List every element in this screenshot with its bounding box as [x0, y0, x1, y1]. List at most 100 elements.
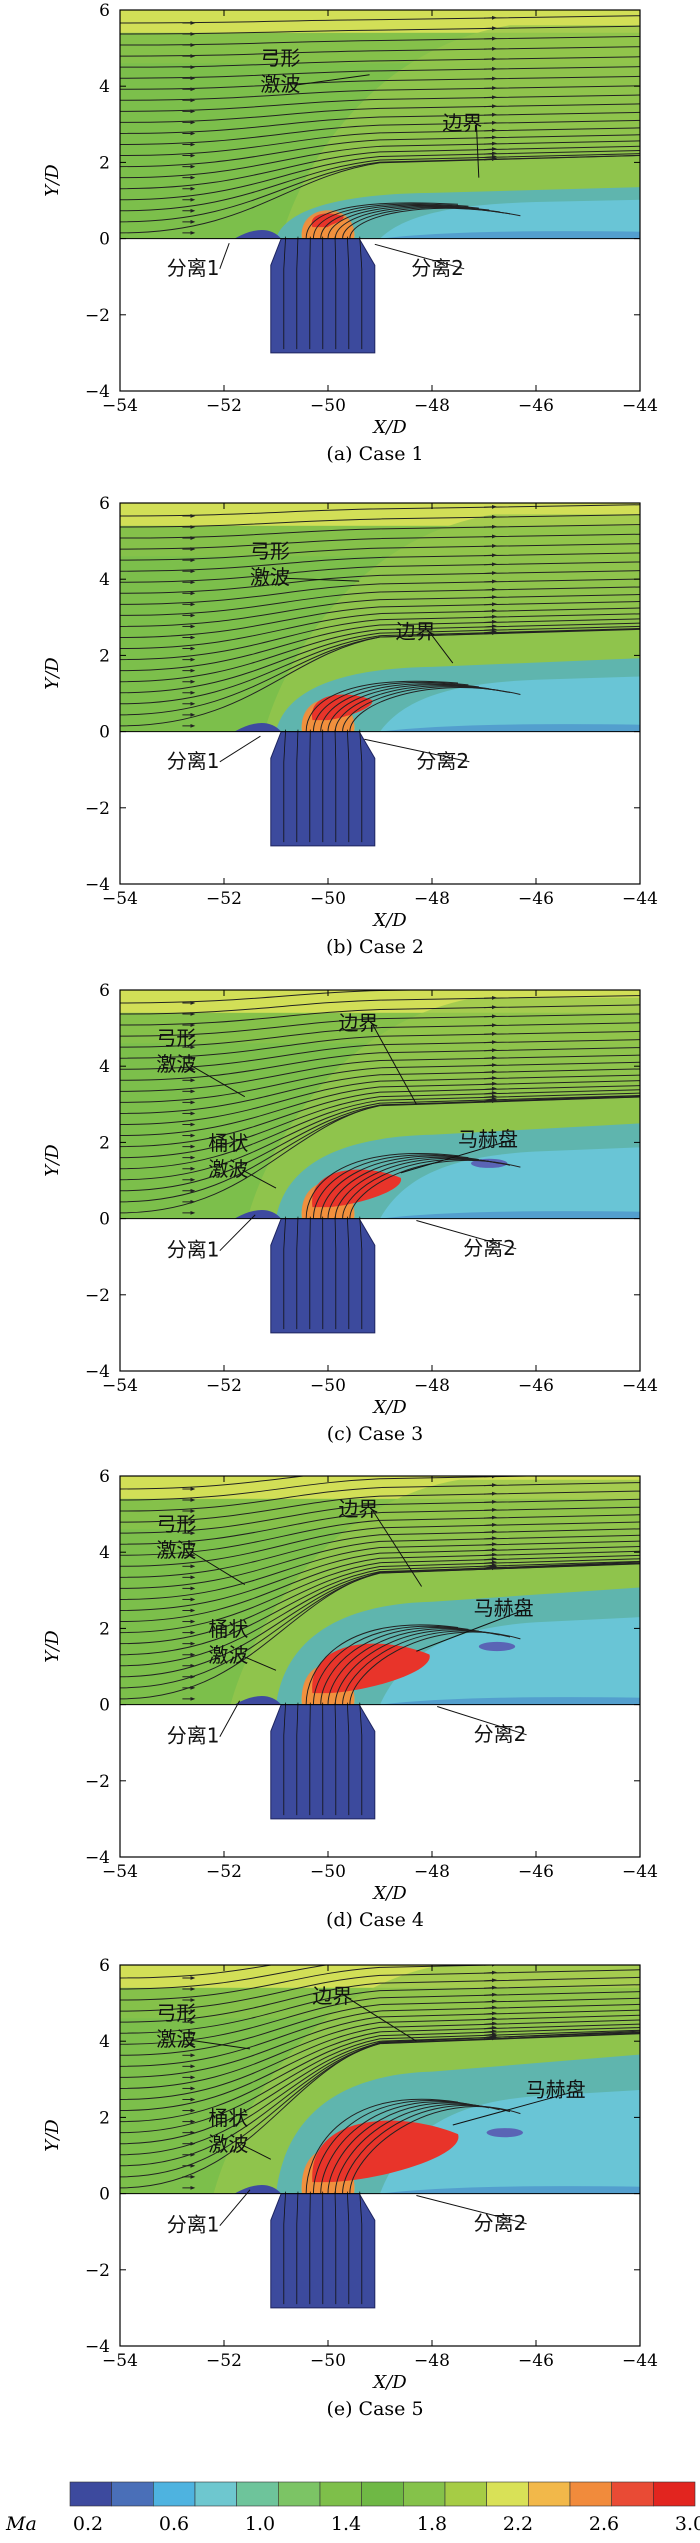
annotation-text: 边界 [442, 111, 482, 135]
y-axis-label: Y/D [42, 1630, 63, 1663]
colorbar-swatch [653, 2481, 696, 2507]
annotation-text: 边界 [396, 619, 436, 643]
colorbar-swatch [153, 2481, 196, 2507]
x-tick-label: −52 [206, 1862, 242, 1882]
x-axis-label: X/D [371, 910, 407, 931]
annotation-sep1: 分离1 [167, 1700, 241, 1748]
colorbar-swatch [194, 2481, 237, 2507]
colorbar-tick: 2.6 [589, 2513, 619, 2535]
annotation-text: 分离2 [416, 749, 469, 773]
annotation-text: 桶状 [208, 1131, 248, 1155]
y-axis-label: Y/D [42, 164, 63, 197]
y-tick-label: 0 [99, 1210, 110, 1230]
annotation-text: 激波 [208, 2132, 248, 2156]
annotation-sep1: 分离1 [167, 735, 261, 773]
x-tick-label: −48 [414, 889, 450, 909]
annotation-text: 弓形 [156, 1512, 196, 1536]
y-tick-label: −2 [85, 306, 110, 326]
y-tick-label: −4 [85, 1362, 110, 1382]
streamlines [120, 1965, 640, 2194]
annotation-text: 边界 [338, 1497, 378, 1521]
colorbar-swatch [403, 2481, 446, 2507]
y-tick-label: 2 [99, 646, 110, 666]
y-tick-label: 0 [99, 230, 110, 250]
y-tick-label: 2 [99, 2108, 110, 2128]
y-axis-label: Y/D [42, 657, 63, 690]
colorbar-tick: 1.8 [417, 2513, 447, 2535]
y-tick-label: 4 [99, 570, 110, 590]
annotation-boundary: 边界 [338, 1497, 423, 1587]
x-tick-label: −48 [414, 1376, 450, 1396]
annotation-text: 马赫盘 [474, 1596, 534, 1620]
annotation-text: 分离2 [474, 2211, 527, 2235]
colorbar-tick: 0.6 [159, 2513, 189, 2535]
colorbar-swatch [69, 2481, 112, 2507]
annotation-text: 分离1 [167, 2213, 220, 2237]
y-tick-label: 6 [99, 1956, 110, 1976]
x-tick-label: −46 [518, 889, 554, 909]
annotation-sep1: 分离1 [167, 1214, 256, 1262]
y-tick-label: −4 [85, 382, 110, 402]
streamlines [120, 990, 640, 1219]
streamlines [120, 504, 640, 732]
annotation-text: 分离1 [167, 1238, 220, 1262]
annotation-text: 激波 [156, 1538, 196, 1562]
y-tick-label: −4 [85, 2337, 110, 2357]
x-tick-label: −44 [622, 2351, 658, 2371]
x-tick-label: −44 [622, 889, 658, 909]
mach-contour-field [120, 503, 640, 732]
annotation-boundary: 边界 [338, 1011, 417, 1105]
panel-case-3: −54 −52 −50 −48 −46 −44 −4 −2 0 2 4 6 X/D Y/D (c) Case… [42, 981, 658, 1445]
y-tick-label: 4 [99, 2032, 110, 2052]
annotation-text: 激波 [208, 1157, 248, 1181]
annotation-text: 弓形 [156, 2001, 196, 2025]
y-tick-label: 2 [99, 1133, 110, 1153]
annotation-text: 激波 [156, 1052, 196, 1076]
y-axis-label: Y/D [42, 1144, 63, 1177]
x-tick-label: −48 [414, 396, 450, 416]
colorbar-swatch [444, 2481, 487, 2507]
colorbar-swatch [528, 2481, 571, 2507]
annotation-text: 分离1 [167, 1724, 220, 1748]
annotation-mach-disk: 马赫盘 [452, 2077, 586, 2126]
x-tick-label: −44 [622, 396, 658, 416]
annotation-text: 桶状 [208, 1617, 248, 1641]
y-tick-label: −2 [85, 1286, 110, 1306]
panel-caption: (e) Case 5 [326, 2398, 423, 2420]
annotation-text: 分离2 [463, 1236, 516, 1260]
annotation-sep2: 分离2 [416, 2195, 527, 2235]
annotation-sep2: 分离2 [364, 738, 470, 773]
x-tick-label: −44 [622, 1376, 658, 1396]
x-tick-label: −46 [518, 1376, 554, 1396]
x-tick-label: −50 [310, 1862, 346, 1882]
mach-contour-field [120, 1476, 640, 1705]
y-tick-label: 4 [99, 1057, 110, 1077]
colorbar-tick: 3.0 [675, 2513, 700, 2535]
y-tick-label: 0 [99, 1696, 110, 1716]
x-tick-label: −46 [518, 396, 554, 416]
colorbar-label: Ma [5, 2513, 37, 2535]
y-tick-label: 6 [99, 494, 110, 514]
annotation-boundary: 边界 [396, 619, 454, 664]
colorbar-swatch [569, 2481, 612, 2507]
annotation-text: 马赫盘 [526, 2077, 586, 2101]
axes-frame [119, 1964, 641, 2347]
x-tick-label: −50 [310, 889, 346, 909]
x-axis-label: X/D [371, 1883, 407, 1904]
mach-contour-field [120, 1965, 640, 2194]
x-tick-label: −54 [102, 2351, 138, 2371]
panel-case-1: −54 −52 −50 −48 −46 −44 −4 −2 0 2 4 6 X/D Y/D (a) Case… [42, 1, 658, 465]
x-tick-label: −54 [102, 396, 138, 416]
annotation-mach-disk: 马赫盘 [400, 1127, 518, 1174]
annotation-text: 边界 [312, 1984, 352, 2008]
annotation-text: 弓形 [156, 1026, 196, 1050]
y-tick-label: 6 [99, 1, 110, 21]
annotation-sep1: 分离1 [167, 2189, 251, 2237]
colorbar-swatch [361, 2481, 404, 2507]
